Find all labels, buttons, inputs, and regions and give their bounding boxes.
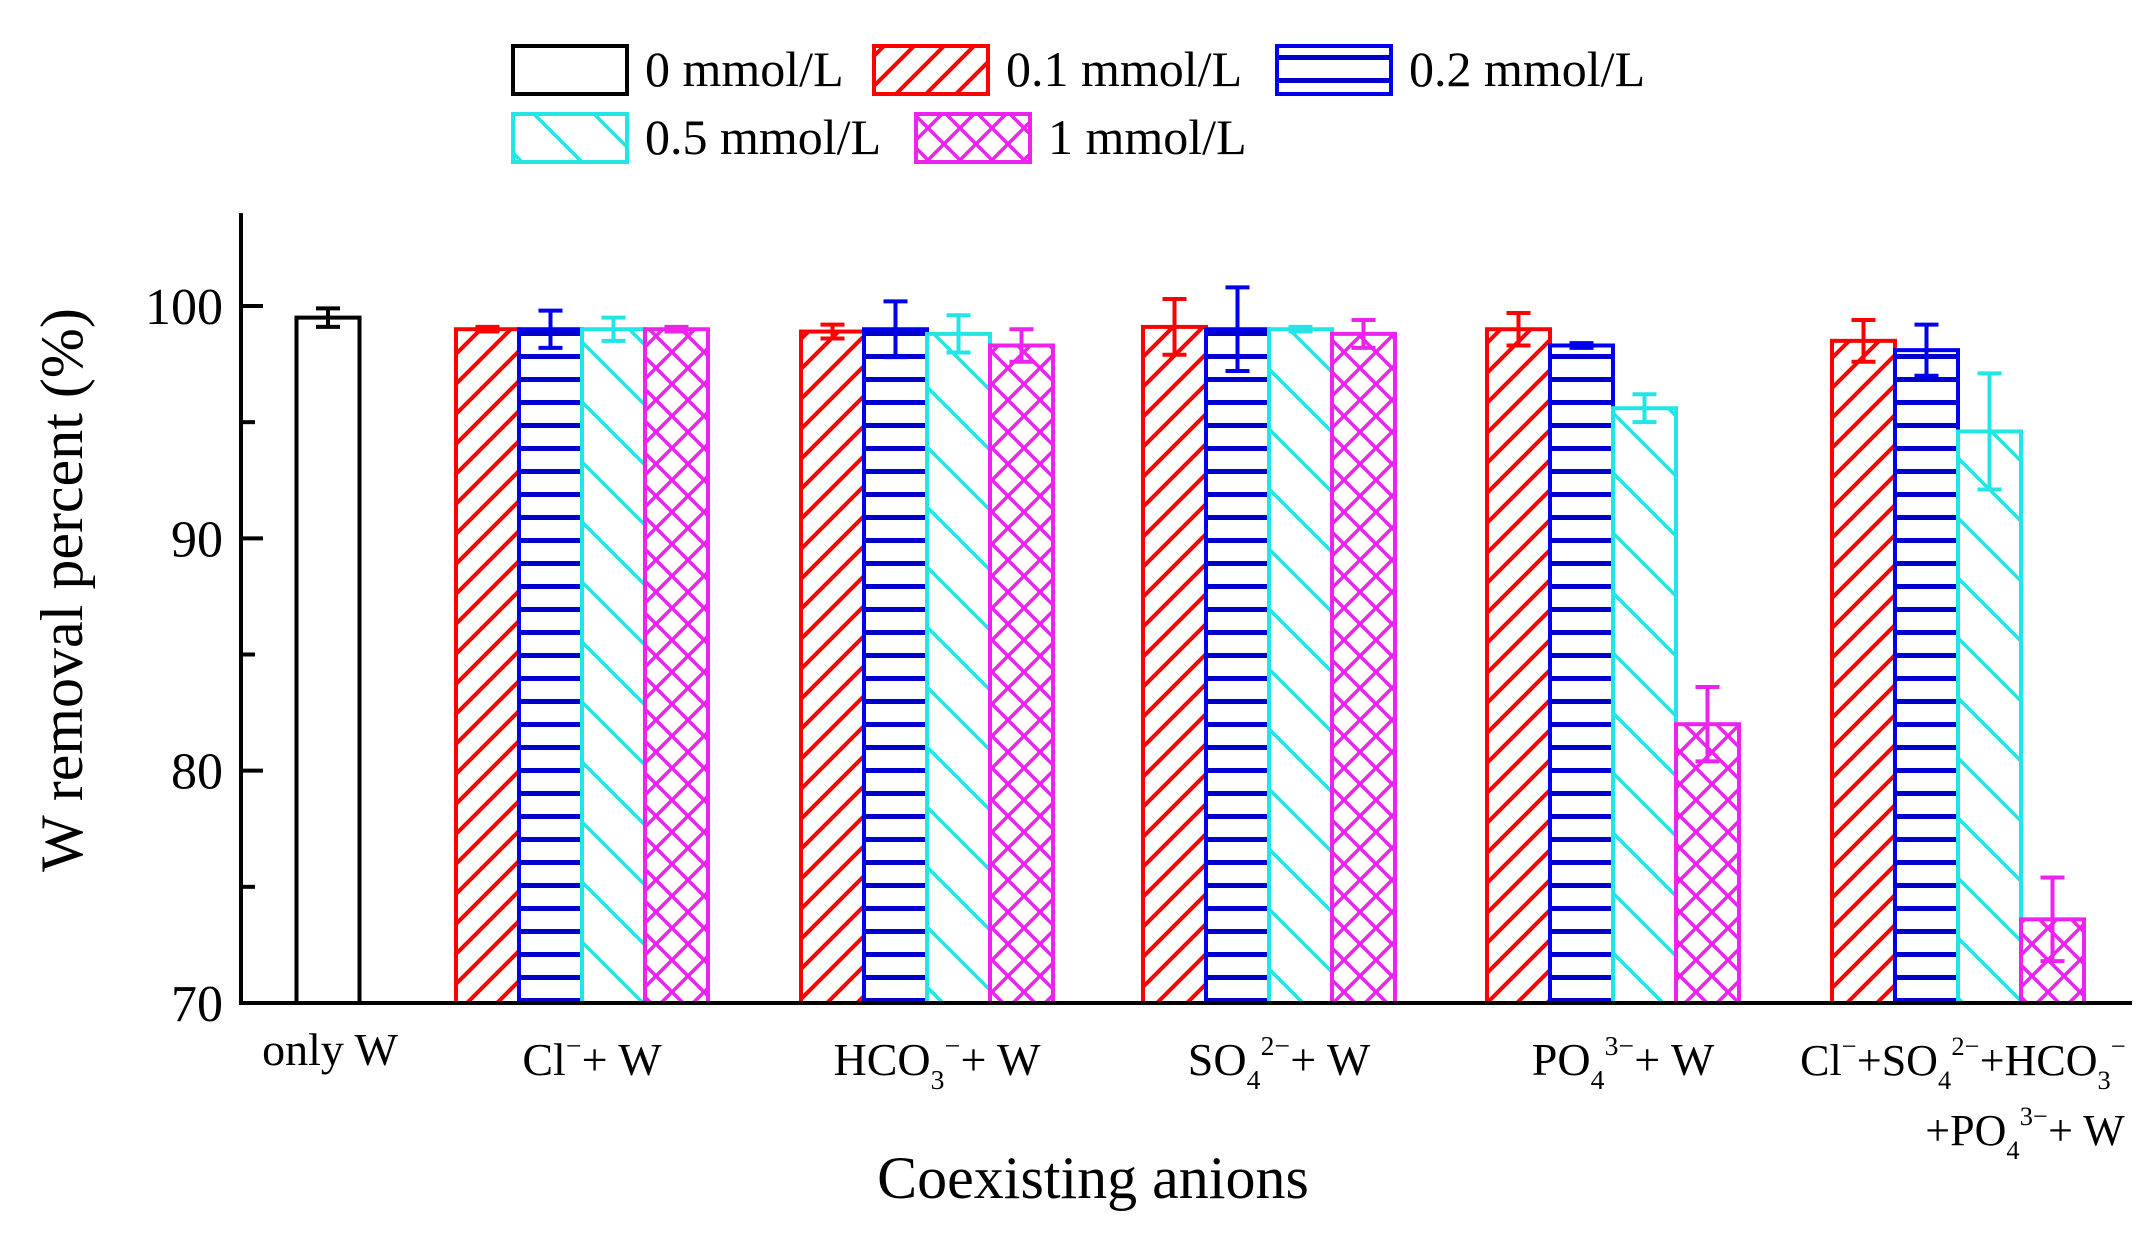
y-tick-label: 90	[171, 511, 223, 568]
label-subscript: 3	[2097, 1065, 2110, 1095]
label-text: PO	[1532, 1034, 1591, 1085]
x-tick-label: only W	[262, 1024, 398, 1075]
label-text: +SO	[1857, 1036, 1938, 1085]
label-text: + W	[1634, 1034, 1715, 1085]
bar	[1893, 348, 1960, 1006]
legend: 0 mmol/L 0.1 mmol/L 0.2 mmol/L 0.5 mmol/L 1 …	[511, 41, 1645, 165]
bar	[862, 327, 929, 1005]
bar	[799, 329, 866, 1006]
legend-item: 0.5 mmol/L	[511, 109, 881, 165]
bar	[1267, 327, 1334, 1005]
label-superscript: 3−	[1605, 1030, 1634, 1061]
y-tick-label: 100	[145, 279, 223, 336]
label-superscript: −	[945, 1030, 961, 1061]
label-subscript: 4	[1938, 1065, 1951, 1095]
legend-swatch	[511, 44, 629, 96]
label-superscript: 3−	[2020, 1101, 2048, 1131]
x-tick-label: SO4 2− + W	[1188, 1030, 1371, 1095]
legend-label: 0.1 mmol/L	[1006, 41, 1242, 97]
bar	[1956, 429, 2023, 1005]
label-superscript: 2−	[1261, 1030, 1290, 1061]
legend-swatch	[872, 44, 990, 96]
label-subscript: 4	[1247, 1064, 1261, 1095]
legend-swatch	[914, 112, 1032, 164]
legend-label: 0.2 mmol/L	[1409, 41, 1645, 97]
label-text: Cl	[1800, 1036, 1842, 1085]
x-tick-label: PO4 3− + W	[1532, 1030, 1715, 1095]
legend-item: 0.1 mmol/L	[872, 41, 1242, 97]
y-axis-label: W removal percent (%)	[29, 308, 95, 872]
bar	[1141, 324, 1208, 1006]
legend-label: 0.5 mmol/L	[645, 109, 881, 165]
y-tick-label: 70	[171, 976, 223, 1033]
x-tick-label: HCO3 − + W	[833, 1030, 1041, 1095]
bar	[454, 327, 521, 1005]
label-subscript: 4	[2006, 1135, 2019, 1165]
label-text: + W	[2048, 1106, 2125, 1155]
x-tick-label: Cl− +SO4 2− +HCO3 −	[1800, 1031, 2126, 1095]
label-subscript: 4	[1591, 1064, 1605, 1095]
legend-label: 1 mmol/L	[1048, 109, 1247, 165]
label-superscript: 2−	[1951, 1031, 1979, 1061]
legend-item: 1 mmol/L	[914, 109, 1247, 165]
x-tick-label-line2: +PO4 3− + W	[1925, 1101, 2125, 1165]
label-subscript: 3	[931, 1064, 945, 1095]
label-text: Cl	[522, 1034, 565, 1085]
bar	[580, 327, 647, 1005]
legend-swatch	[511, 112, 629, 164]
x-tick-label: Cl− + W	[522, 1030, 662, 1085]
label-text: + W	[582, 1034, 663, 1085]
legend-swatch	[1275, 44, 1393, 96]
bar	[517, 327, 584, 1005]
bar	[643, 327, 710, 1005]
label-text: + W	[1290, 1034, 1371, 1085]
label-text: only W	[262, 1024, 398, 1075]
bar	[1611, 406, 1678, 1005]
legend-item: 0.2 mmol/L	[1275, 41, 1645, 97]
label-text: SO	[1188, 1034, 1247, 1085]
bar	[925, 331, 992, 1005]
label-text: + W	[960, 1034, 1041, 1085]
label-text: HCO	[833, 1034, 930, 1085]
label-text: +PO	[1925, 1106, 2006, 1155]
bar	[1330, 331, 1397, 1005]
legend-item: 0 mmol/L	[511, 41, 844, 97]
bar	[1830, 338, 1897, 1006]
bars	[294, 285, 2086, 1006]
label-superscript: −	[1842, 1031, 1857, 1061]
bar	[1548, 343, 1615, 1006]
bar	[988, 343, 1055, 1006]
bar	[1204, 327, 1271, 1005]
bar	[294, 315, 362, 1006]
x-axis-label: Coexisting anions	[877, 1145, 1309, 1211]
y-tick-label: 80	[171, 744, 223, 801]
label-text: +HCO	[1980, 1036, 2098, 1085]
label-superscript: −	[2111, 1031, 2126, 1061]
label-superscript: −	[566, 1030, 582, 1061]
bar	[1485, 327, 1552, 1005]
legend-label: 0 mmol/L	[645, 41, 844, 97]
bar	[1674, 722, 1741, 1005]
